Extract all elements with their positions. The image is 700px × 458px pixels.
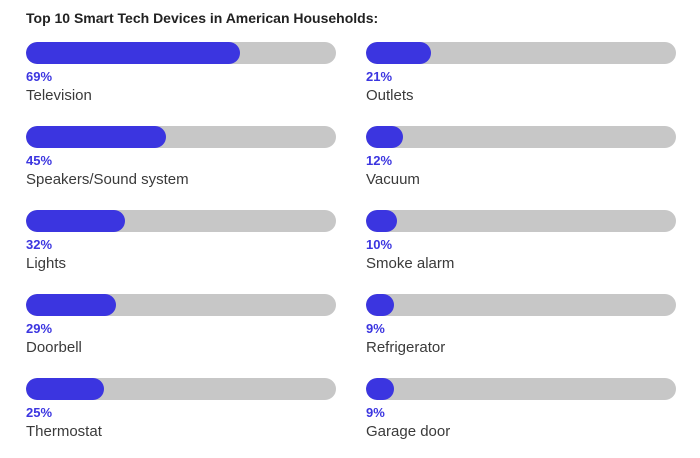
bar-item: 45% Speakers/Sound system bbox=[26, 126, 336, 206]
bar-track bbox=[26, 378, 336, 400]
bar-track bbox=[26, 294, 336, 316]
bar-item: 29% Doorbell bbox=[26, 294, 336, 374]
bar-track bbox=[366, 210, 676, 232]
bar-track bbox=[26, 126, 336, 148]
value-label: 25% bbox=[26, 405, 53, 420]
category-label: Thermostat bbox=[26, 423, 102, 440]
bar-fill bbox=[366, 210, 397, 232]
category-label: Television bbox=[26, 87, 92, 104]
bar-track bbox=[26, 42, 336, 64]
category-label: Lights bbox=[26, 255, 67, 272]
category-label: Refrigerator bbox=[366, 339, 446, 356]
category-label: Outlets bbox=[366, 87, 414, 104]
bar-item: 12% Vacuum bbox=[366, 126, 676, 206]
value-label: 69% bbox=[26, 69, 53, 84]
value-label: 9% bbox=[366, 405, 385, 420]
chart-title: Top 10 Smart Tech Devices in American Ho… bbox=[26, 10, 379, 26]
bar-item: 9% Refrigerator bbox=[366, 294, 676, 374]
value-label: 45% bbox=[26, 153, 53, 168]
bar-fill bbox=[26, 378, 104, 400]
bar-fill bbox=[366, 378, 394, 400]
category-label: Garage door bbox=[366, 423, 451, 440]
category-label: Vacuum bbox=[366, 171, 420, 188]
bar-item: 21% Outlets bbox=[366, 42, 676, 122]
bar-track bbox=[366, 42, 676, 64]
bar-track bbox=[366, 294, 676, 316]
bar-item: 69% Television bbox=[26, 42, 336, 122]
value-label: 9% bbox=[366, 321, 385, 336]
value-label: 12% bbox=[366, 153, 393, 168]
bar-item: 10% Smoke alarm bbox=[366, 210, 676, 290]
value-label: 29% bbox=[26, 321, 53, 336]
category-label: Doorbell bbox=[26, 339, 82, 356]
value-label: 32% bbox=[26, 237, 53, 252]
bar-item: 9% Garage door bbox=[366, 378, 676, 458]
category-label: Smoke alarm bbox=[366, 255, 455, 272]
bar-item: 25% Thermostat bbox=[26, 378, 336, 458]
value-label: 21% bbox=[366, 69, 393, 84]
bar-item: 32% Lights bbox=[26, 210, 336, 290]
bar-fill bbox=[26, 42, 240, 64]
bar-fill bbox=[26, 294, 116, 316]
bar-track bbox=[366, 378, 676, 400]
value-label: 10% bbox=[366, 237, 393, 252]
bar-fill bbox=[366, 126, 403, 148]
bar-fill bbox=[366, 42, 431, 64]
bar-fill bbox=[366, 294, 394, 316]
bar-track bbox=[366, 126, 676, 148]
bar-fill bbox=[26, 210, 125, 232]
bar-fill bbox=[26, 126, 166, 148]
category-label: Speakers/Sound system bbox=[26, 171, 189, 188]
bar-track bbox=[26, 210, 336, 232]
